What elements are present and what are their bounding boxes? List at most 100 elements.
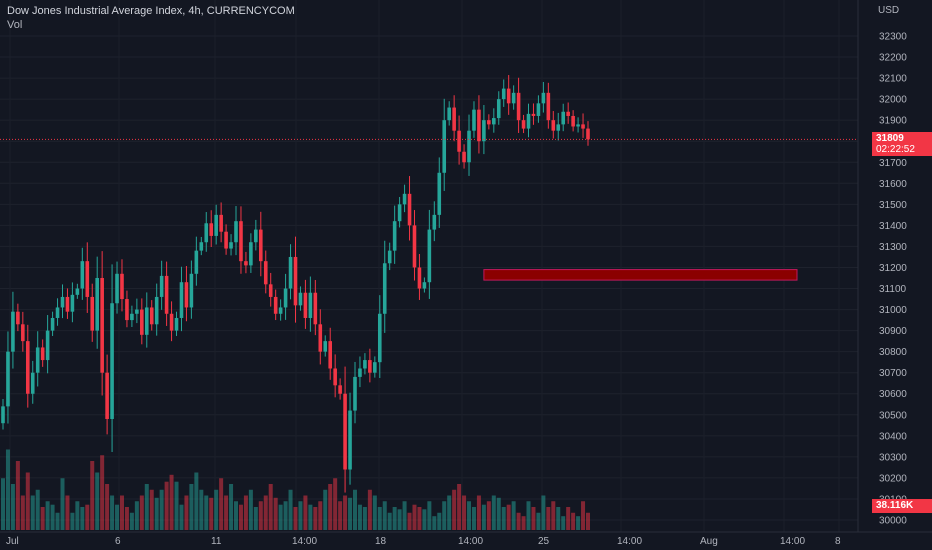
- candle-body: [387, 250, 392, 264]
- volume-bar: [457, 484, 462, 530]
- candle-body: [199, 242, 204, 251]
- price-axis[interactable]: 3000030100302003030030400305003060030700…: [879, 32, 907, 527]
- candle-body: [358, 368, 362, 377]
- candle-body: [422, 282, 427, 289]
- volume-bar: [60, 478, 65, 530]
- volume-bar: [80, 507, 85, 530]
- volume-bar: [1, 478, 5, 530]
- volume-bar: [134, 501, 139, 530]
- candle-body: [268, 284, 273, 297]
- volume-bar: [278, 504, 283, 530]
- volume-bar: [313, 507, 318, 530]
- candle-body: [144, 307, 149, 335]
- volume-bar: [387, 512, 392, 530]
- price-tick-label: 30800: [879, 347, 907, 358]
- volume-bar: [427, 501, 432, 530]
- candle-body: [472, 109, 476, 131]
- candle-body: [164, 275, 169, 314]
- time-tick-label: 25: [538, 536, 550, 547]
- candle-body: [50, 317, 55, 331]
- volume-bar: [179, 504, 184, 530]
- candle-body: [244, 261, 248, 266]
- volume-bar: [174, 481, 179, 530]
- candle-body: [90, 296, 95, 331]
- time-tick-label: 6: [115, 536, 121, 547]
- time-tick-label: 14:00: [617, 536, 642, 547]
- candle-body: [25, 341, 30, 394]
- candle-body: [204, 223, 209, 243]
- volume-bar: [40, 507, 45, 530]
- candle-body: [333, 368, 337, 386]
- volume-bar: [323, 489, 328, 530]
- candle-body: [65, 296, 70, 312]
- candle-body: [35, 347, 40, 373]
- candle-body: [551, 120, 556, 131]
- volume-bar: [333, 478, 338, 530]
- candle-body: [140, 309, 144, 335]
- candle-body: [115, 273, 119, 304]
- candle-body: [427, 229, 432, 283]
- volume-bar: [10, 484, 15, 530]
- volume-bar: [105, 484, 110, 530]
- candle-body: [95, 278, 99, 331]
- candle-body: [278, 307, 283, 314]
- candle-body: [313, 292, 318, 325]
- price-tick-label: 30300: [879, 452, 907, 463]
- candle-body: [40, 347, 45, 361]
- volume-bar: [100, 455, 105, 530]
- price-tick-label: 30700: [879, 368, 907, 379]
- candle-body: [447, 107, 451, 121]
- volume-bar: [581, 501, 586, 530]
- candle-body: [100, 278, 104, 373]
- volume-bar: [586, 512, 590, 530]
- volume-bar: [576, 516, 581, 530]
- volume-bar: [526, 501, 531, 530]
- candle-body: [586, 128, 590, 140]
- candle-body: [189, 273, 194, 308]
- volume-bar: [422, 509, 427, 530]
- volume-bar: [45, 501, 50, 530]
- candle-body: [541, 92, 546, 104]
- time-tick-label: Aug: [700, 536, 718, 547]
- volume-bar: [372, 495, 377, 530]
- candle-body: [125, 299, 129, 321]
- volume-bar: [283, 501, 288, 530]
- volume-bar: [65, 495, 70, 530]
- volume-bar: [119, 495, 124, 530]
- volume-bars: [1, 449, 590, 530]
- volume-bar: [263, 495, 268, 530]
- volume-bar: [238, 504, 243, 530]
- candle-body: [561, 111, 566, 125]
- candle-body: [452, 107, 456, 131]
- candle-body: [571, 115, 575, 127]
- volume-bar: [149, 489, 154, 530]
- candle-body: [382, 263, 387, 314]
- candle-body: [506, 88, 511, 104]
- volume-bar: [452, 489, 457, 530]
- volume-bar: [90, 461, 95, 530]
- volume-bar: [144, 484, 149, 530]
- candle-body: [110, 303, 114, 419]
- candle-body: [159, 275, 164, 297]
- support-zone[interactable]: [483, 269, 798, 281]
- candle-body: [511, 92, 516, 104]
- volume-bar: [273, 497, 278, 530]
- candle-body: [229, 242, 233, 249]
- candle-body: [303, 292, 308, 318]
- time-tick-label: 14:00: [292, 536, 317, 547]
- candle-body: [477, 109, 481, 142]
- time-axis[interactable]: Jul 6 11 14:00 18 14:00 25 14:00 Aug 14:00 8: [6, 536, 841, 547]
- price-tick-label: 31100: [879, 284, 907, 295]
- zone-rectangle[interactable]: [483, 269, 798, 281]
- candle-body: [328, 341, 333, 369]
- volume-bar: [417, 507, 422, 530]
- candle-body: [135, 309, 139, 314]
- candle-body: [85, 261, 90, 297]
- volume-legend: Vol: [7, 19, 23, 31]
- candle-body: [11, 311, 15, 352]
- candle-body: [105, 372, 109, 419]
- volume-bar: [362, 507, 367, 530]
- candle-body: [457, 130, 461, 152]
- time-tick-label: 18: [375, 536, 387, 547]
